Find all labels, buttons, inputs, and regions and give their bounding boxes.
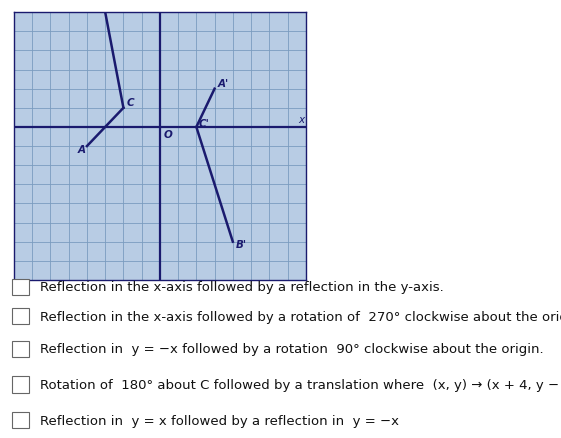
Text: Reflection in the x-axis followed by a rotation of  270° clockwise about the ori: Reflection in the x-axis followed by a r…	[40, 310, 561, 323]
Text: Rotation of  180° about C followed by a translation where  (x, y) → (x + 4, y − : Rotation of 180° about C followed by a t…	[40, 378, 561, 391]
Text: x: x	[298, 115, 305, 125]
Bar	[12, 376, 29, 392]
Text: B': B'	[236, 240, 246, 250]
Text: C': C'	[199, 119, 210, 129]
Text: Reflection in  y = −x followed by a rotation  90° clockwise about the origin.: Reflection in y = −x followed by a rotat…	[40, 343, 544, 355]
Bar	[12, 412, 29, 428]
Text: Reflection in  y = x followed by a reflection in  y = −x: Reflection in y = x followed by a reflec…	[40, 413, 399, 427]
Text: A: A	[78, 145, 86, 155]
Text: A': A'	[217, 79, 228, 88]
Bar	[12, 279, 29, 295]
Bar	[12, 341, 29, 357]
Bar	[12, 308, 29, 325]
Text: C: C	[126, 98, 134, 108]
Text: Reflection in the x-axis followed by a reflection in the y-axis.: Reflection in the x-axis followed by a r…	[40, 281, 444, 294]
Text: O: O	[163, 130, 172, 140]
